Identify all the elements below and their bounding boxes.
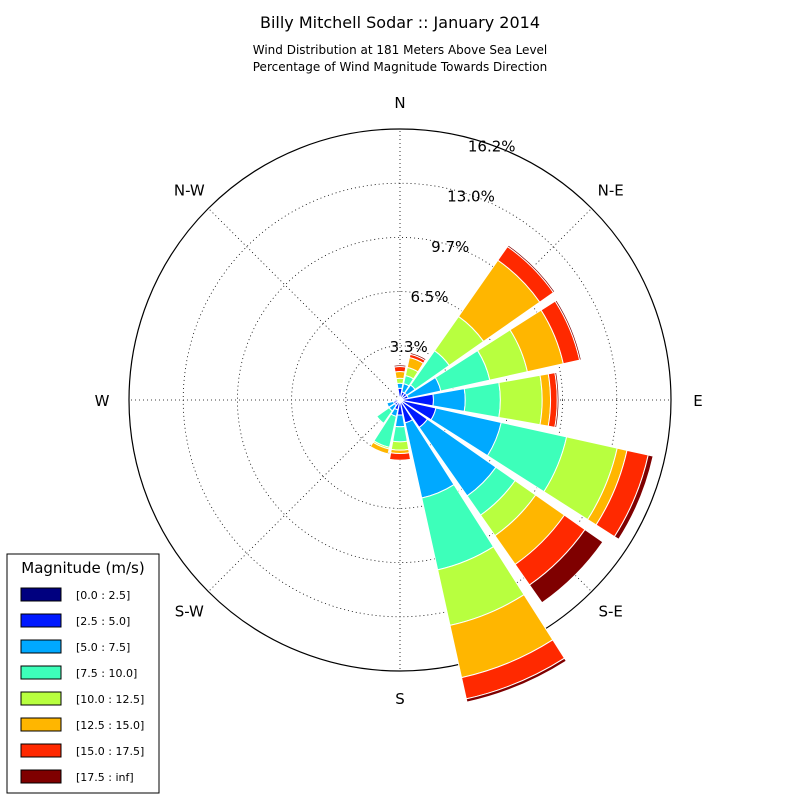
wind-bar-segment [554, 371, 560, 429]
legend-swatch [20, 743, 62, 758]
compass-label: N [394, 94, 405, 112]
grid-spoke [208, 208, 401, 401]
outer-frame [128, 128, 672, 672]
wind-bar-segment [394, 371, 406, 380]
ring-labels: 3.3% 6.5% 9.7% 13.0% 16.2% [390, 138, 516, 356]
wind-bar-segment [393, 366, 407, 373]
legend-swatch [20, 691, 62, 706]
legend-label: [2.5 : 5.0] [76, 615, 130, 628]
legend-label: [7.5 : 10.0] [76, 667, 137, 680]
legend-label: [0.0 : 2.5] [76, 589, 130, 602]
grid-spoke [208, 399, 401, 592]
wind-bar-segment [393, 364, 407, 368]
compass-label: E [693, 392, 702, 410]
legend-swatch [20, 587, 62, 602]
legend-swatch [20, 769, 62, 784]
legend-label: [10.0 : 12.5] [76, 693, 144, 706]
compass-label: S-W [175, 603, 204, 621]
grid-ring [236, 236, 564, 564]
ring-label: 6.5% [410, 288, 448, 306]
chart-title: Billy Mitchell Sodar :: January 2014 [260, 13, 540, 32]
legend-label: [17.5 : inf] [76, 771, 134, 784]
ring-label: 3.3% [390, 338, 428, 356]
wind-bar-segment [613, 454, 654, 541]
legend-label: [15.0 : 17.5] [76, 745, 144, 758]
legend-title: Magnitude (m/s) [21, 559, 144, 577]
ring-label: 9.7% [431, 238, 469, 256]
legend-swatch [20, 639, 62, 654]
legend-swatch [20, 665, 62, 680]
wind-bar-segment [409, 352, 427, 362]
ring-label: 13.0% [447, 188, 495, 206]
compass-label: S-E [598, 603, 622, 621]
wind-bar-segment [396, 382, 404, 390]
compass-label: W [95, 392, 110, 410]
wind-bar-segment [463, 381, 501, 419]
wind-bar-segment [392, 425, 408, 443]
wind-bar-segment [554, 299, 582, 361]
wind-bar-segment [397, 396, 401, 400]
legend-label: [12.5 : 15.0] [76, 719, 144, 732]
wind-bar-segment [395, 377, 405, 385]
wind-bar-segment [390, 440, 410, 451]
wind-bar-segment [506, 244, 556, 294]
legend-swatch [20, 613, 62, 628]
wind-bar-segment [388, 452, 412, 461]
legend: Magnitude (m/s) [0.0 : 2.5] [2.5 : 5.0] [5… [6, 553, 160, 794]
compass-label: N-W [174, 181, 205, 199]
compass-labels: N N-E E S-E S S-W W N-W [95, 94, 703, 708]
wind-bar-segment [369, 441, 390, 455]
ring-label: 16.2% [468, 138, 516, 156]
wind-bar-segment [528, 528, 604, 604]
chart-subtitle-line-1: Wind Distribution at 181 Meters Above Se… [253, 43, 548, 57]
legend-swatch [20, 717, 62, 732]
wind-bar-segment [465, 657, 567, 703]
legend-items: [0.0 : 2.5] [2.5 : 5.0] [5.0 : 7.5] [7.5 : … [20, 587, 144, 784]
wind-bar-segment [498, 374, 543, 426]
compass-label: S [395, 690, 405, 708]
compass-label: N-E [598, 181, 624, 199]
wind-bar-segment [386, 400, 396, 408]
wind-bar-segment [376, 406, 394, 424]
chart-subtitle-line-2: Percentage of Wind Magnitude Towards Dir… [253, 60, 547, 74]
wind-bars [369, 244, 654, 703]
legend-label: [5.0 : 7.5] [76, 641, 130, 654]
